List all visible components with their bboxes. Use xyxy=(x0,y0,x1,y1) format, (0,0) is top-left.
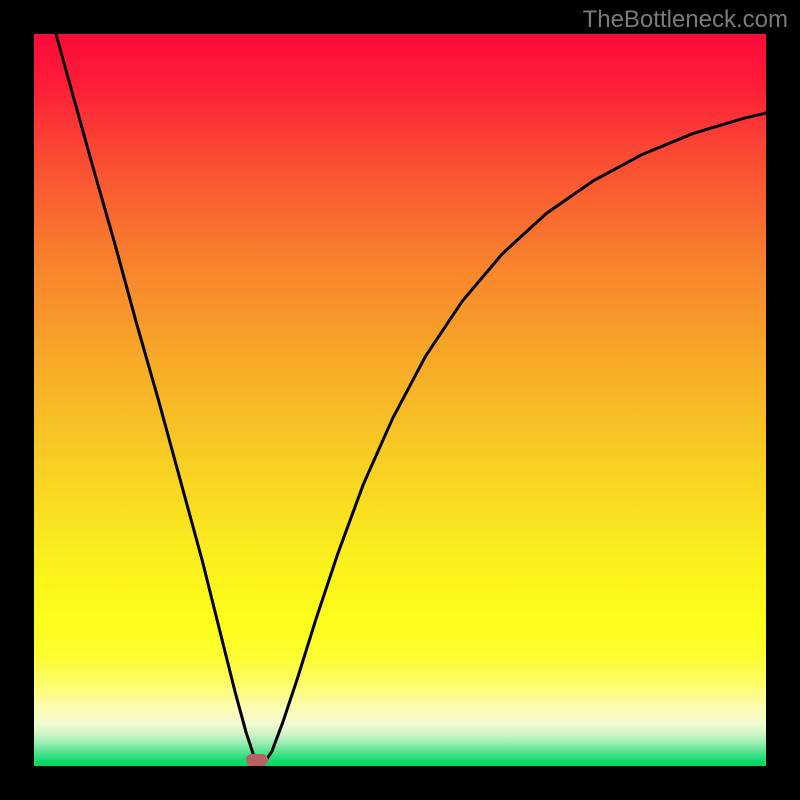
minimum-marker xyxy=(246,754,268,766)
watermark-text: TheBottleneck.com xyxy=(583,6,788,34)
bottleneck-curve xyxy=(56,34,766,764)
curve-layer xyxy=(34,34,766,766)
chart-container: TheBottleneck.com xyxy=(0,0,800,800)
plot-area xyxy=(34,34,766,766)
